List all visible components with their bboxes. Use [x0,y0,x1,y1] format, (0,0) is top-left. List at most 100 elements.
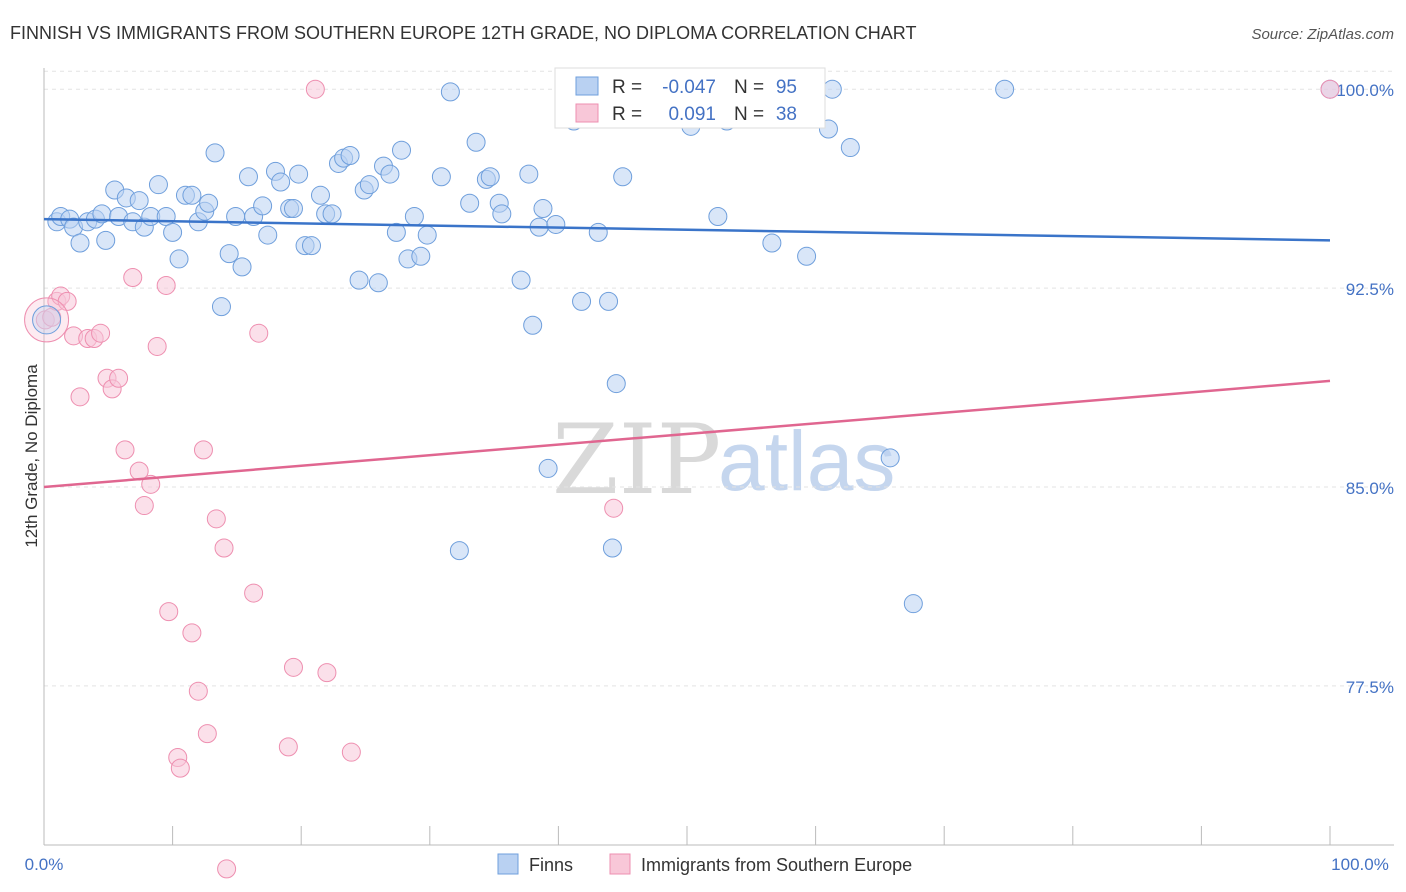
southern-europe-point [214,538,234,558]
finns-point [903,594,923,614]
southern-europe-point [182,623,202,643]
finns-point [797,246,817,266]
y-axis-label: 12th Grade, No Diploma [22,364,41,548]
southern-europe-point [278,737,298,757]
legend: Finns Immigrants from Southern Europe [497,853,912,875]
legend-swatch-finns [497,853,519,875]
southern-europe-point [197,724,217,744]
southern-europe-point [206,509,226,529]
southern-europe-point [156,275,176,295]
finns-point [411,246,431,266]
finns-point [163,222,183,242]
finns-point [129,191,149,211]
finns-point [880,448,900,468]
stats-r-label-finns: R = [612,77,642,98]
finns-point [708,207,728,227]
finns-point [96,230,116,250]
finns-point [211,297,231,317]
finns-point [466,132,486,152]
finns-cluster-point [32,305,62,335]
stats-n-label-southern: N = [734,104,764,125]
trend-lines [43,217,1331,489]
finns-point [417,225,437,245]
stats-swatch-finns [575,76,599,96]
southern-europe-point [70,387,90,407]
southern-europe-point [283,657,303,677]
stats-swatch-southern [575,103,599,123]
finns-point [232,257,252,277]
southern-europe-cluster-point [24,297,70,343]
southern-europe-point [604,498,624,518]
finns-point [322,204,342,224]
southern-europe-point [244,583,264,603]
southern-europe-point [109,368,129,388]
finns-point [368,273,388,293]
stats-box [554,67,826,129]
finns-point [546,214,566,234]
southern-europe-point [147,336,167,356]
finns-point [283,199,303,219]
southern-europe-point [317,663,337,683]
finns-point [359,175,379,195]
southern-europe-point [305,79,325,99]
finns-point [238,167,258,187]
finns-point [588,222,608,242]
finns-point [523,315,543,335]
finns-point [182,185,202,205]
finns-point [169,249,189,269]
watermark-zip: ZIP [552,404,721,516]
southern-europe-point [123,267,143,287]
finns-point [606,374,626,394]
scatter-points [24,79,1340,879]
legend-swatch-southern [609,853,631,875]
stats-n-southern: 38 [776,104,797,125]
y-tick-labels: 77.5% 85.0% 92.5% 100.0% [1336,81,1394,697]
stats-n-label-finns: N = [734,77,764,98]
finns-point [440,82,460,102]
southern-europe-point [249,323,269,343]
y-tick-label: 100.0% [1336,81,1394,100]
southern-europe-point [341,742,361,762]
finns-point [289,164,309,184]
finns-point [301,236,321,256]
x-tick-label-min: 0.0% [25,855,64,874]
y-tick-label: 85.0% [1346,479,1394,498]
finns-point [205,143,225,163]
finns-point [70,233,90,253]
finns-point [449,541,469,561]
finns-point [258,225,278,245]
finns-point [822,79,842,99]
southern-europe-point [141,474,161,494]
southern-europe-point [188,681,208,701]
finns-point [271,172,291,192]
southern-europe-point [115,440,135,460]
finns-point [431,167,451,187]
stats-r-southern: 0.091 [668,104,716,125]
finns-point [340,146,360,166]
finns-point [310,185,330,205]
y-tick-label: 77.5% [1346,678,1394,697]
finns-point [253,196,273,216]
axes [43,68,1394,846]
southern-europe-point [159,602,179,622]
finns-point [349,270,369,290]
finns-point [404,207,424,227]
legend-label-southern: Immigrants from Southern Europe [641,855,912,875]
finns-point [599,291,619,311]
finns-point [995,79,1015,99]
finns-point [380,164,400,184]
southern-europe-point [1320,79,1340,99]
finns-point [492,204,512,224]
finns-point [533,199,553,219]
finns-point [148,175,168,195]
chart-source: Source: ZipAtlas.com [1251,26,1394,43]
finns-point [392,140,412,160]
finns-point [386,222,406,242]
finns-point [602,538,622,558]
legend-label-finns: Finns [529,855,573,875]
x-tick-label-max: 100.0% [1331,855,1389,874]
finns-point [762,233,782,253]
southern-europe-point [91,323,111,343]
southern-europe-point [134,496,154,516]
